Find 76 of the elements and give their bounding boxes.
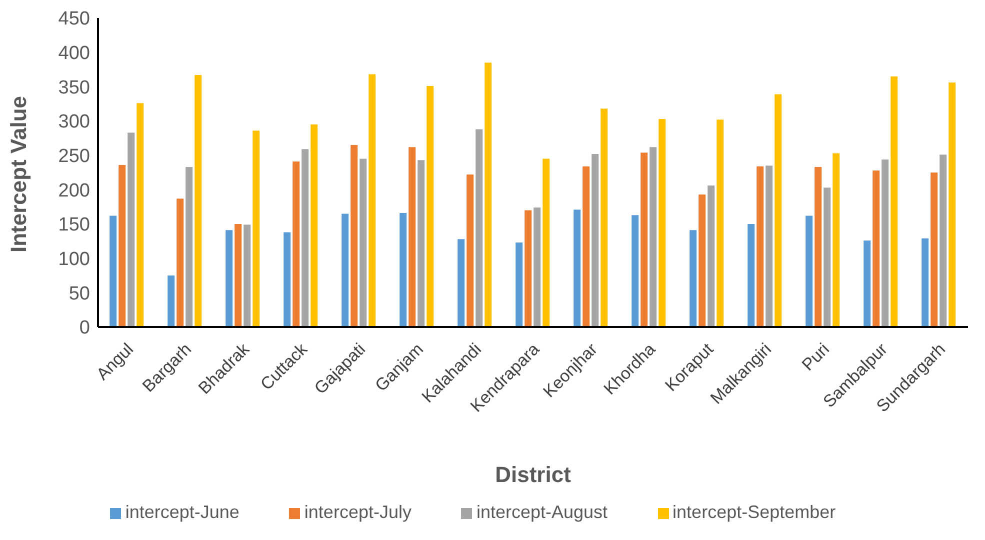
y-tick-label: 0: [79, 318, 90, 339]
bar: [516, 242, 523, 327]
bar: [110, 216, 117, 327]
bar: [640, 152, 648, 327]
bar: [458, 239, 465, 327]
bar: [806, 216, 813, 327]
bar: [872, 170, 880, 327]
bar: [426, 86, 434, 327]
x-axis-title: District: [495, 462, 572, 487]
legend-label: intercept-June: [125, 502, 240, 522]
bar: [310, 124, 318, 327]
bar: [600, 108, 608, 327]
bar: [534, 208, 541, 327]
y-tick-label: 250: [58, 146, 90, 168]
bar: [350, 145, 358, 327]
bar: [574, 210, 581, 327]
bar: [814, 167, 822, 327]
legend-label: intercept-August: [476, 502, 608, 522]
bar: [136, 103, 144, 327]
bar: [484, 62, 492, 327]
bar: [542, 158, 550, 327]
bar: [864, 240, 871, 327]
bar: [466, 174, 474, 327]
bar: [194, 74, 202, 327]
bar: [948, 82, 956, 327]
y-tick-label: 100: [58, 249, 90, 270]
bar: [824, 188, 831, 327]
bar: [360, 158, 367, 327]
y-tick-label: 450: [58, 8, 90, 30]
bar: [186, 167, 193, 327]
legend-label: intercept-September: [672, 502, 836, 522]
bar: [244, 224, 251, 327]
bar: [650, 147, 657, 327]
y-axis-title: Intercept Value: [6, 96, 31, 252]
bar: [128, 132, 135, 327]
bar: [252, 130, 260, 327]
bar: [418, 160, 425, 327]
y-tick-label: 300: [58, 112, 90, 133]
bar: [118, 164, 126, 327]
y-tick-label: 50: [68, 283, 90, 304]
bar: [302, 149, 309, 327]
bar: [690, 230, 697, 327]
bar: [748, 224, 755, 327]
bar: [658, 118, 666, 327]
bar: [708, 186, 715, 327]
bar: [756, 166, 764, 327]
bar: [632, 215, 639, 327]
legend-label: intercept-July: [304, 502, 412, 522]
bar: [698, 194, 706, 327]
bar: [176, 198, 184, 327]
bar: [400, 213, 407, 327]
bar: [930, 172, 938, 327]
bar: [284, 232, 291, 327]
bar: [292, 162, 300, 327]
bar: [476, 129, 483, 327]
bar: [234, 224, 242, 327]
bar: [524, 210, 532, 327]
bar: [168, 276, 175, 327]
bar: [940, 154, 947, 327]
bar: [368, 74, 376, 327]
bar: [342, 214, 349, 327]
bar: [922, 238, 929, 327]
bar: [766, 166, 773, 327]
bar: [408, 147, 416, 327]
y-tick-label: 400: [58, 43, 90, 64]
y-tick-label: 200: [58, 180, 90, 202]
bar: [226, 230, 233, 327]
bar: [592, 154, 599, 327]
y-tick-label: 150: [58, 214, 90, 236]
y-tick-label: 350: [58, 77, 90, 98]
bar: [890, 76, 898, 327]
bar: [582, 166, 590, 327]
bar: [832, 153, 840, 327]
bar: [882, 159, 889, 327]
bar: [716, 120, 724, 327]
bar: [774, 94, 782, 327]
